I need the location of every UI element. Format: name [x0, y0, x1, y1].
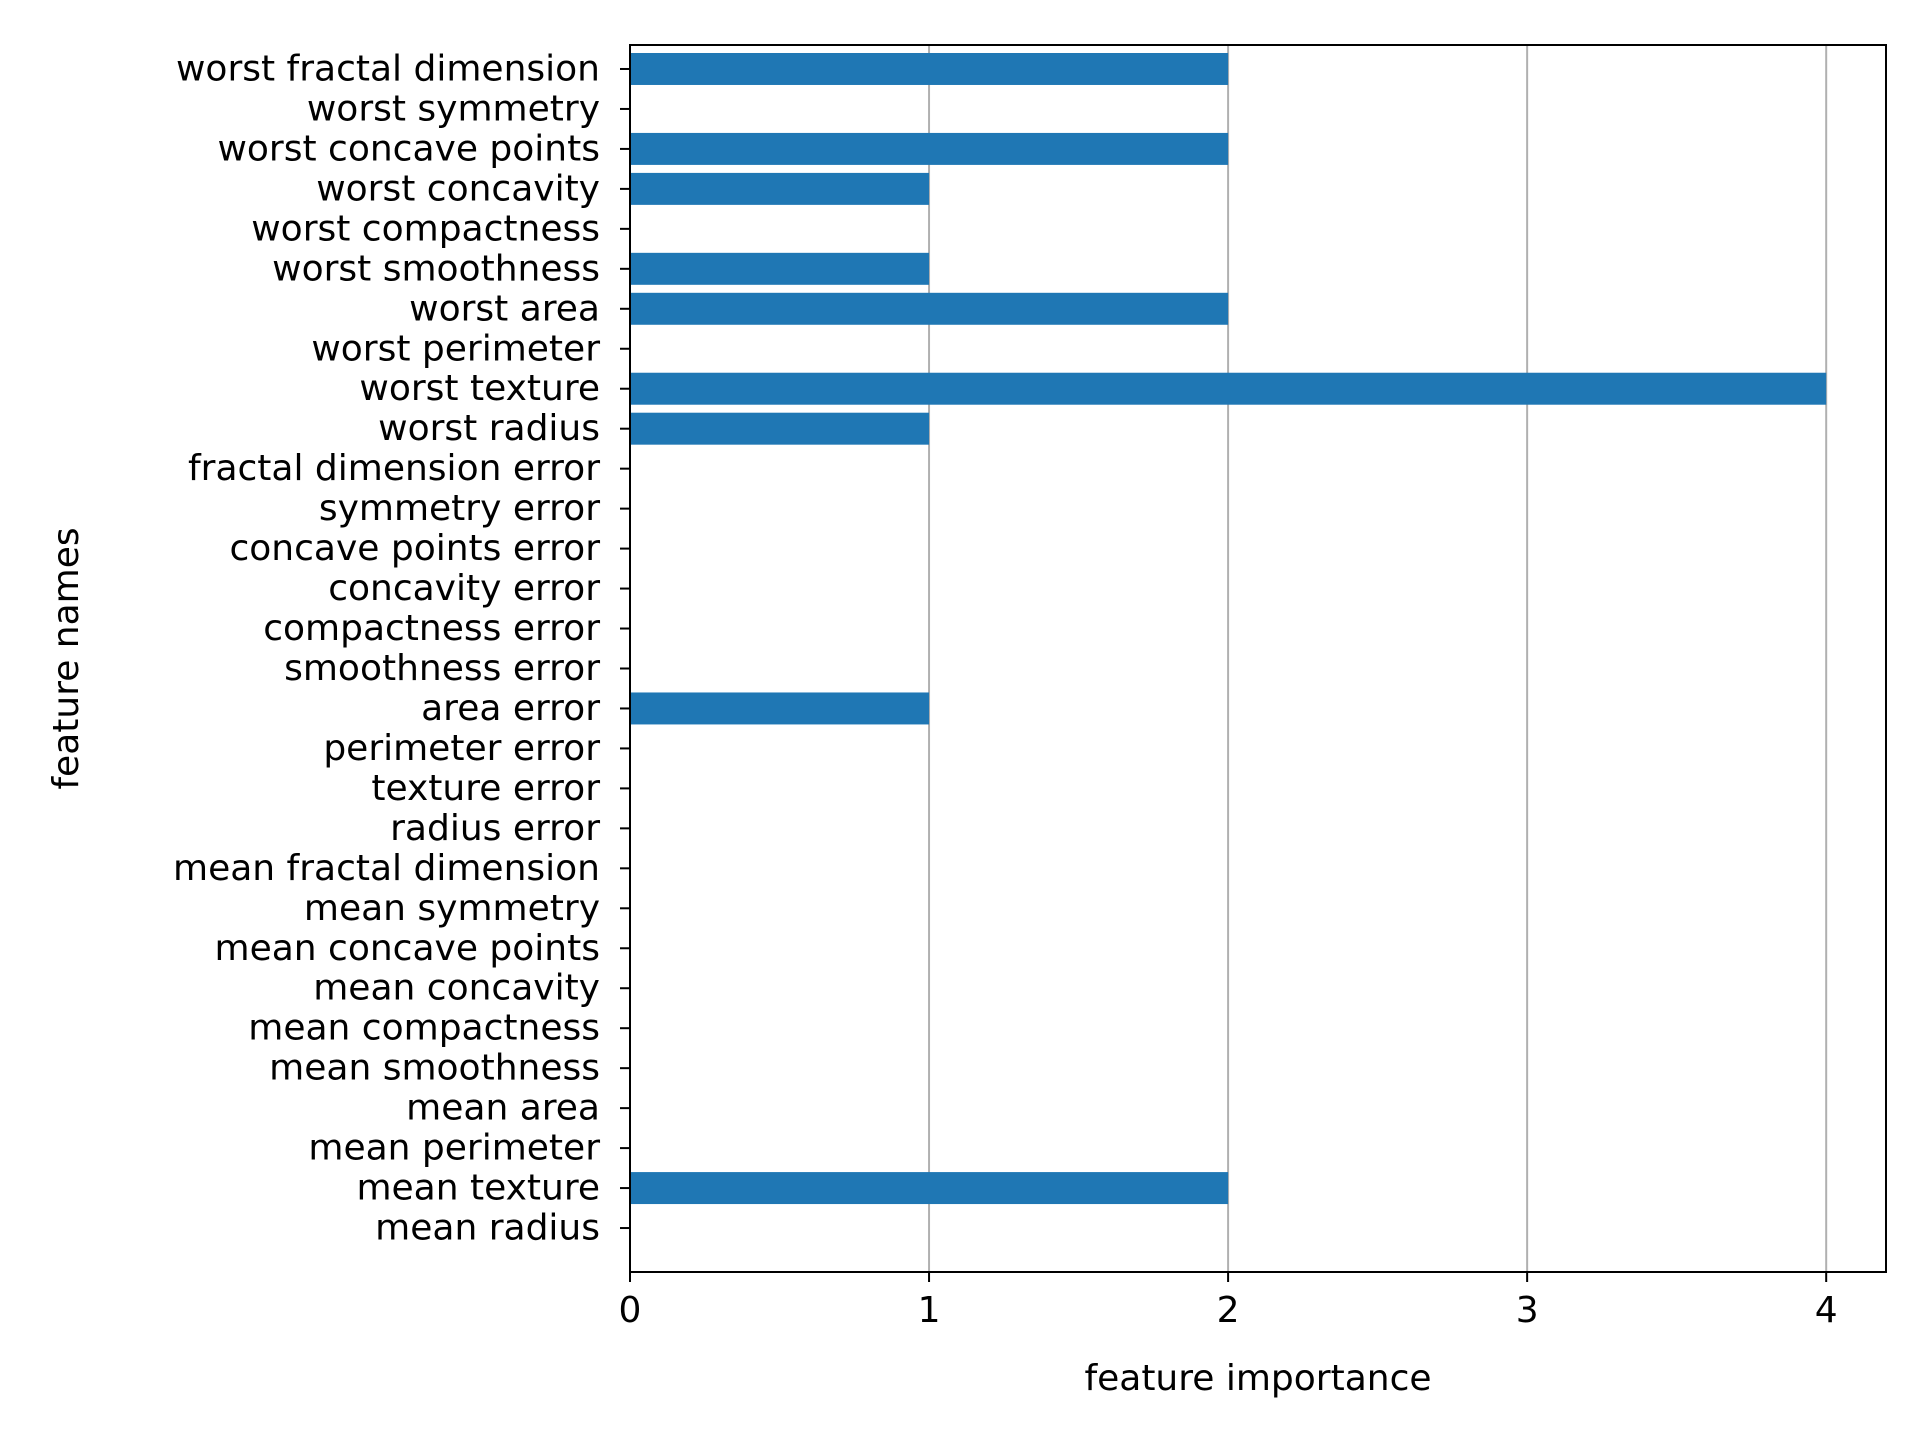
y-tick-label: mean symmetry	[304, 888, 600, 929]
y-tick-label: worst smoothness	[272, 248, 600, 289]
y-tick-label: concave points error	[229, 528, 600, 569]
axes-frame-border	[629, 44, 1887, 1273]
x-tick-label: 2	[1217, 1290, 1240, 1331]
axes-frame	[629, 44, 1887, 1273]
y-tick-label: mean concavity	[313, 968, 600, 1009]
y-tick-label: worst area	[409, 288, 600, 329]
y-tick-label: worst texture	[359, 368, 600, 409]
y-tick-label: worst radius	[378, 408, 600, 449]
bars	[630, 52, 1827, 1205]
x-tick-label: 1	[918, 1290, 941, 1331]
grid-lines	[629, 45, 1828, 1272]
y-tick-label: smoothness error	[284, 648, 600, 689]
bar	[630, 1172, 1229, 1205]
bar	[630, 52, 1229, 85]
bar	[630, 292, 1229, 325]
y-tick-label: compactness error	[263, 608, 600, 649]
bar	[630, 372, 1827, 405]
x-tick-label: 4	[1815, 1290, 1838, 1331]
x-tick-label: 0	[619, 1290, 642, 1331]
bar	[630, 252, 930, 285]
y-tick-label: perimeter error	[323, 728, 600, 769]
y-tick-label: worst concavity	[316, 168, 600, 209]
y-tick-label: symmetry error	[319, 488, 600, 529]
x-ticks: 0 1 2 3 4	[619, 1272, 1838, 1331]
y-tick-label: radius error	[390, 808, 600, 849]
y-tick-label: texture error	[371, 768, 600, 809]
y-tick-label: mean texture	[356, 1168, 600, 1209]
y-tick-label: fractal dimension error	[188, 448, 600, 489]
y-tick-label: mean radius	[375, 1208, 600, 1249]
y-tick-label: area error	[421, 688, 600, 729]
y-tick-label: mean smoothness	[269, 1048, 600, 1089]
y-axis-label: feature names	[46, 527, 87, 789]
x-tick-label: 3	[1516, 1290, 1539, 1331]
y-tick-label: mean perimeter	[308, 1128, 600, 1169]
y-tick-label: mean area	[406, 1088, 600, 1129]
y-tick-label: worst fractal dimension	[176, 48, 600, 89]
bar	[630, 172, 930, 205]
y-tick-label: worst compactness	[251, 208, 600, 249]
bar	[630, 132, 1229, 165]
x-axis-label: feature importance	[1084, 1358, 1431, 1399]
y-tick-label: worst symmetry	[307, 88, 600, 129]
y-tick-label: worst perimeter	[311, 328, 600, 369]
y-tick-label: concavity error	[328, 568, 600, 609]
y-tick-label: mean fractal dimension	[173, 848, 600, 889]
y-tick-label: mean concave points	[215, 928, 601, 969]
y-tick-label: worst concave points	[217, 128, 600, 169]
y-tick-label: mean compactness	[248, 1008, 600, 1049]
bar	[630, 412, 930, 445]
bar	[630, 692, 930, 725]
